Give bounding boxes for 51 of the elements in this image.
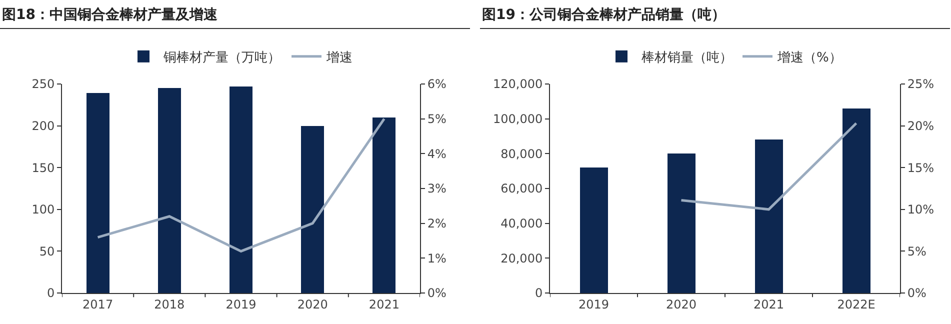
chart-title: 图19：公司铜合金棒材产品销量（吨）: [480, 0, 950, 29]
x-tick-label: 2022E: [837, 297, 876, 312]
y2-tick-label: 3%: [427, 182, 446, 196]
bar: [230, 86, 252, 293]
y-tick-label: 60,000: [500, 182, 543, 196]
y-tick-label: 80,000: [500, 146, 543, 161]
y-tick-label: 100: [32, 202, 55, 217]
bar: [667, 154, 696, 293]
legend-label: 增速: [326, 50, 352, 66]
y2-tick-label: 6%: [427, 77, 446, 92]
y2-tick-label: 1%: [427, 251, 446, 266]
x-tick-label: 2019: [578, 297, 610, 312]
y-tick-label: 0: [46, 286, 55, 300]
bar: [580, 168, 608, 293]
y-tick-label: 150: [32, 160, 55, 175]
line-series: [96, 118, 386, 252]
y2-tick-label: 25%: [907, 77, 934, 92]
y2-tick-label: 4%: [427, 146, 446, 161]
y-tick-label: 20,000: [500, 251, 543, 266]
x-tick-label: 2021: [753, 297, 784, 312]
y-tick-label: 50: [39, 244, 55, 258]
y-tick-label: 250: [32, 77, 55, 92]
legend-label: 铜棒材产量（万吨）: [162, 50, 280, 66]
chart-title: 图18：中国铜合金棒材产量及增速: [0, 0, 470, 29]
y-tick-label: 120,000: [492, 77, 543, 92]
y2-tick-label: 0%: [427, 286, 446, 300]
y-tick-label: 0: [534, 286, 543, 300]
bar: [842, 108, 870, 293]
x-tick-label: 2021: [368, 297, 400, 312]
bar: [301, 126, 324, 293]
y2-tick-label: 20%: [907, 119, 934, 133]
y-tick-label: 100,000: [492, 112, 543, 126]
x-tick-label: 2020: [297, 297, 328, 312]
y2-tick-label: 10%: [907, 202, 934, 217]
y2-tick-label: 5%: [427, 112, 446, 126]
bar: [86, 93, 110, 293]
legend-label: 棒材销量（吨）: [642, 50, 732, 66]
bar: [158, 88, 181, 293]
x-tick-label: 2020: [666, 297, 697, 312]
y-tick-label: 200: [32, 119, 55, 133]
bar: [372, 117, 396, 293]
bar: [754, 140, 783, 293]
legend-label: 增速（%）: [776, 50, 842, 66]
y2-tick-label: 5%: [907, 244, 926, 258]
y2-tick-label: 0%: [907, 286, 926, 300]
x-tick-label: 2017: [82, 297, 114, 312]
x-tick-label: 2019: [226, 297, 256, 312]
y-tick-label: 40,000: [500, 216, 543, 231]
y2-tick-label: 15%: [907, 160, 934, 175]
y2-tick-label: 2%: [427, 216, 446, 231]
x-tick-label: 2018: [154, 297, 185, 312]
